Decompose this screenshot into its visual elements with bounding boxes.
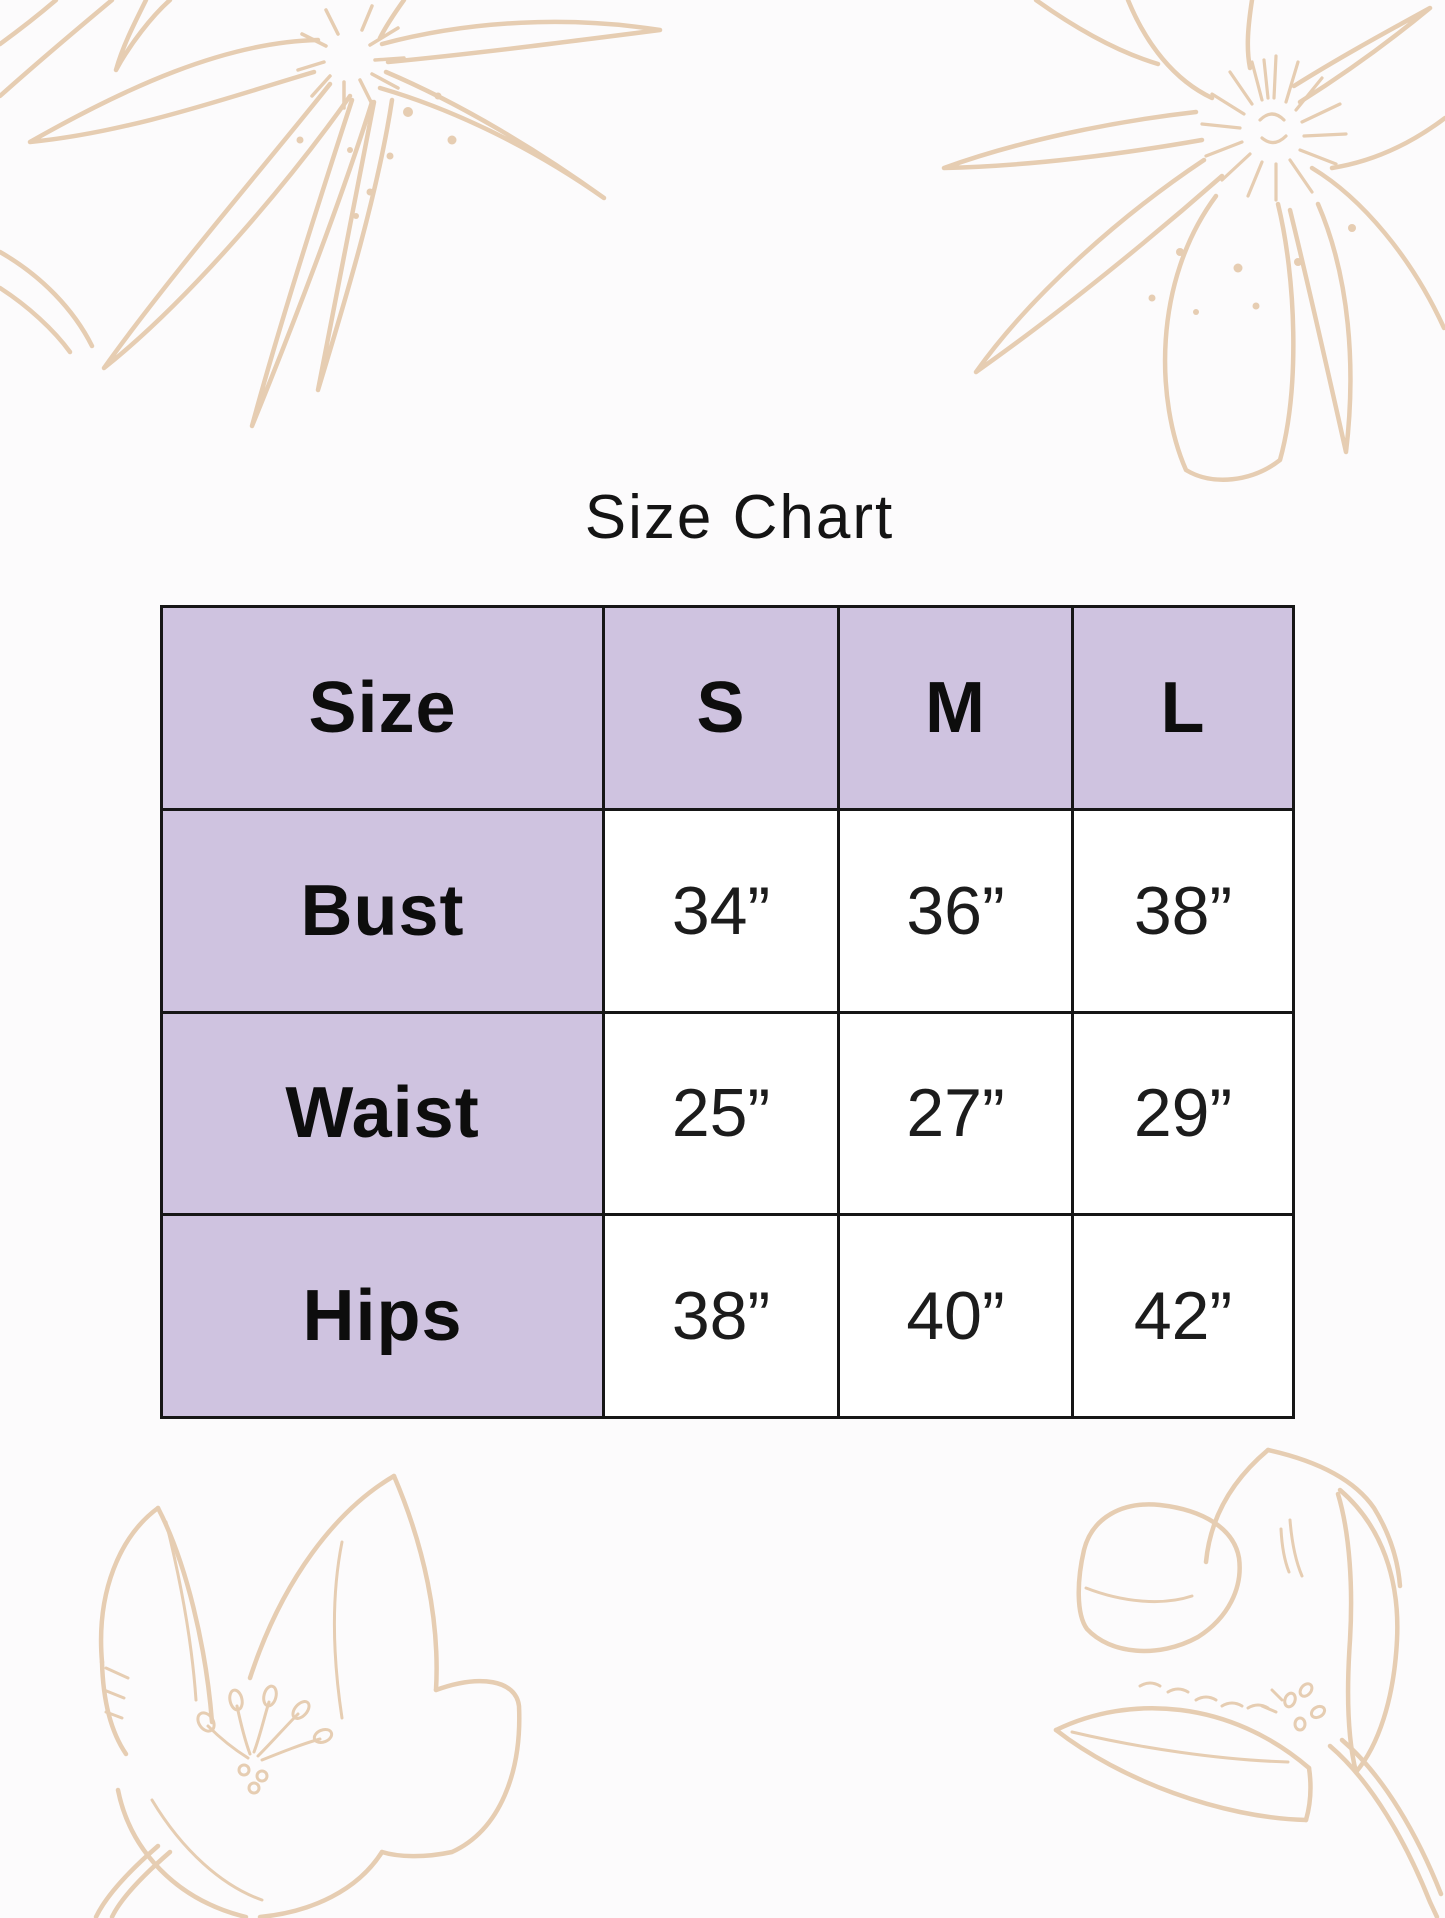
row-label-waist: Waist xyxy=(160,1010,605,1217)
cell-hips-s: 38” xyxy=(602,1213,840,1419)
row-label-bust: Bust xyxy=(160,807,605,1014)
size-chart-table-container: Size S M L Bust 34” 36” 38” Waist 25” 27… xyxy=(160,605,1295,1419)
bottom-right-flower-icon xyxy=(1053,1447,1444,1918)
cell-bust-s: 34” xyxy=(602,807,840,1014)
header-cell-l: L xyxy=(1071,605,1295,811)
page-title: Size Chart xyxy=(584,483,895,552)
table-header-row: Size S M L xyxy=(160,605,1295,811)
row-label-hips: Hips xyxy=(160,1213,605,1419)
cell-bust-m: 36” xyxy=(837,807,1074,1014)
size-chart-table: Size S M L Bust 34” 36” 38” Waist 25” 27… xyxy=(160,605,1295,1419)
header-cell-m: M xyxy=(837,605,1074,811)
cell-waist-s: 25” xyxy=(602,1010,840,1217)
cell-waist-l: 29” xyxy=(1071,1010,1295,1217)
header-cell-s: S xyxy=(602,605,840,811)
top-right-flower-icon xyxy=(941,0,1445,482)
cell-hips-l: 42” xyxy=(1071,1213,1295,1419)
cell-bust-l: 38” xyxy=(1071,807,1295,1014)
header-cell-size: Size xyxy=(160,605,605,811)
table-row-bust: Bust 34” 36” 38” xyxy=(160,807,1295,1014)
cell-hips-m: 40” xyxy=(837,1213,1074,1419)
table-row-waist: Waist 25” 27” 29” xyxy=(160,1010,1295,1217)
cell-waist-m: 27” xyxy=(837,1010,1074,1217)
bottom-left-flower-icon xyxy=(93,1473,522,1918)
top-left-flower-icon xyxy=(0,0,663,429)
table-row-hips: Hips 38” 40” 42” xyxy=(160,1213,1295,1419)
